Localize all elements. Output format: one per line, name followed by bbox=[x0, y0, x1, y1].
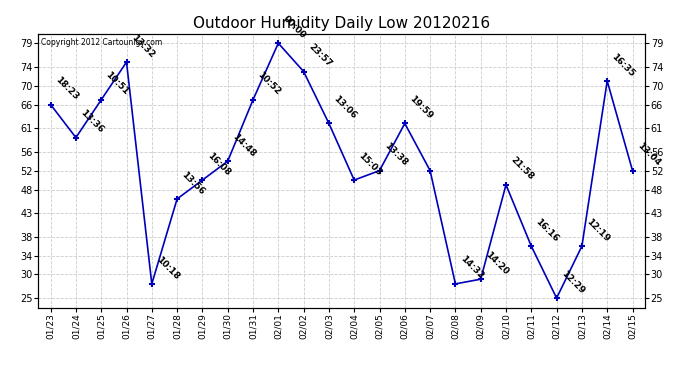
Text: 13:32: 13:32 bbox=[129, 33, 156, 59]
Text: 16:16: 16:16 bbox=[534, 217, 561, 243]
Text: 21:58: 21:58 bbox=[509, 155, 535, 182]
Text: 16:08: 16:08 bbox=[205, 151, 232, 177]
Text: 13:04: 13:04 bbox=[635, 141, 662, 168]
Text: 12:29: 12:29 bbox=[560, 268, 586, 295]
Text: 10:51: 10:51 bbox=[104, 70, 130, 97]
Text: 13:56: 13:56 bbox=[180, 170, 206, 196]
Text: 13:36: 13:36 bbox=[79, 108, 106, 135]
Text: 15:03: 15:03 bbox=[357, 151, 384, 177]
Text: Copyright 2012 Cartounigy.com: Copyright 2012 Cartounigy.com bbox=[41, 38, 162, 47]
Text: 19:59: 19:59 bbox=[408, 94, 435, 121]
Text: 12:19: 12:19 bbox=[584, 217, 611, 243]
Text: 23:57: 23:57 bbox=[306, 42, 333, 69]
Text: 14:20: 14:20 bbox=[484, 250, 510, 276]
Text: 13:06: 13:06 bbox=[332, 94, 358, 121]
Text: 16:35: 16:35 bbox=[610, 52, 637, 78]
Title: Outdoor Humidity Daily Low 20120216: Outdoor Humidity Daily Low 20120216 bbox=[193, 16, 490, 31]
Text: 00:00: 00:00 bbox=[281, 14, 307, 40]
Text: 10:52: 10:52 bbox=[256, 70, 282, 97]
Text: 14:48: 14:48 bbox=[230, 132, 257, 158]
Text: 14:32: 14:32 bbox=[458, 254, 485, 281]
Text: 18:23: 18:23 bbox=[53, 75, 80, 102]
Text: 13:38: 13:38 bbox=[382, 141, 409, 168]
Text: 10:18: 10:18 bbox=[155, 255, 181, 281]
